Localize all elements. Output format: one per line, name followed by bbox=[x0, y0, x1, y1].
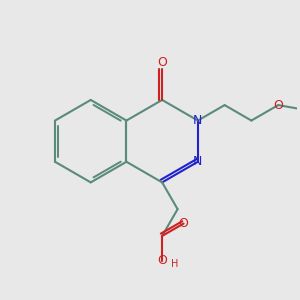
Text: N: N bbox=[193, 114, 203, 127]
Text: H: H bbox=[171, 259, 178, 269]
Text: O: O bbox=[178, 217, 188, 230]
Text: O: O bbox=[157, 254, 167, 267]
Text: O: O bbox=[157, 56, 167, 69]
Text: N: N bbox=[193, 155, 203, 168]
Text: O: O bbox=[273, 99, 283, 112]
